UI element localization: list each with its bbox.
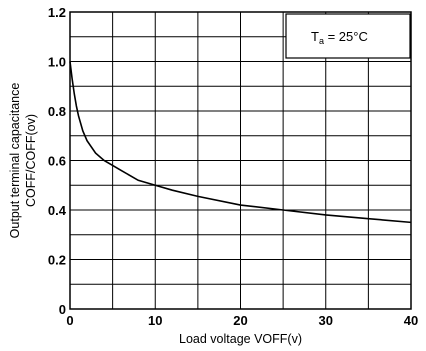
annotation-text: Ta = 25°C <box>311 29 368 46</box>
y-tick-label: 1.0 <box>48 55 66 70</box>
annotation-symbol: T <box>311 29 319 44</box>
y-axis-label-line2: COFF/COFF(ov) <box>24 114 38 207</box>
temperature-annotation: Ta = 25°C <box>285 13 411 59</box>
y-axis-label: Output terminal capacitance COFF/COFF(ov… <box>8 83 38 239</box>
y-tick-label: 0.4 <box>48 203 67 218</box>
annotation-box <box>285 13 411 59</box>
y-tick-label: 1.2 <box>48 5 66 20</box>
y-axis-label-line1: Output terminal capacitance <box>8 83 22 239</box>
x-tick-labels: 0 10 20 30 40 <box>66 313 418 328</box>
annotation-value: = 25°C <box>324 29 368 44</box>
series-line <box>69 61 412 224</box>
y-tick-label: 0 <box>59 302 66 317</box>
y-tick-label: 0.2 <box>48 253 66 268</box>
x-axis-label: Load voltage VOFF(v) <box>179 332 302 346</box>
plot-frame <box>69 11 412 310</box>
x-tick-label: 30 <box>319 313 333 328</box>
x-tick-label: 10 <box>148 313 162 328</box>
y-tick-label: 0.8 <box>48 104 66 119</box>
x-tick-label: 20 <box>233 313 247 328</box>
y-tick-labels: 0 0.2 0.4 0.6 0.8 1.0 1.2 <box>48 5 67 317</box>
x-tick-label: 40 <box>404 313 418 328</box>
x-tick-label: 0 <box>66 313 73 328</box>
annotation-subscript: a <box>319 36 324 46</box>
y-tick-label: 0.6 <box>48 154 66 169</box>
